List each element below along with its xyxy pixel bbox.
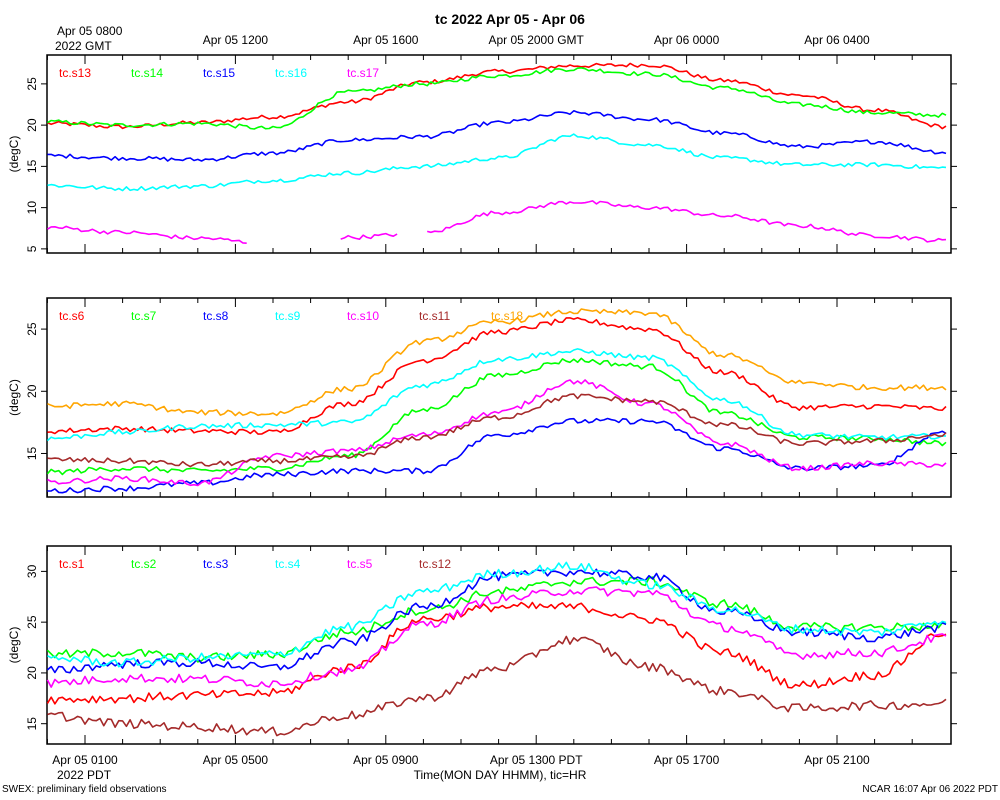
series-line-tc.s5: [46, 586, 947, 688]
top-axis-first-sub: 2022 GMT: [55, 39, 112, 53]
y-tick-label: 20: [25, 118, 39, 132]
series-line-tc.s13: [47, 62, 947, 130]
panels: 5 10 15 20 25 (degC) tc.s13 tc.s14 tc.s15 tc.s16 t…: [7, 54, 957, 745]
top-axis-label: Apr 06 0000: [654, 33, 720, 47]
series-line-tc.s7: [46, 357, 947, 476]
bottom-axis-label: Apr 05 1700: [654, 753, 720, 767]
chart-panel-1: 5 10 15 20 25 (degC) tc.s13 tc.s14 tc.s15 tc.s16 t…: [7, 54, 957, 254]
legend-label-tc.s12: tc.s12: [419, 557, 451, 571]
legend-label-tc.s10: tc.s10: [347, 309, 379, 323]
series-line-tc.s11: [47, 393, 947, 468]
legend-label-tc.s14: tc.s14: [131, 66, 163, 80]
top-axis-label: Apr 05 2000 GMT: [489, 33, 585, 47]
series-line-tc.s2: [46, 576, 947, 663]
series-line-tc.s4: [47, 561, 947, 668]
legend-label-tc.s5: tc.s5: [347, 557, 373, 571]
legend-label-tc.s17: tc.s17: [347, 66, 379, 80]
footer-right: NCAR 16:07 Apr 06 2022 PDT: [862, 784, 998, 795]
bottom-axis-label: Apr 05 2100: [804, 753, 870, 767]
y-tick-label: 15: [25, 159, 39, 173]
top-axis-label: Apr 05 1200: [203, 33, 269, 47]
top-axis-first-label: Apr 05 0800: [57, 24, 123, 38]
series-line-tc.s6: [47, 317, 947, 436]
plot-frame: [46, 545, 952, 745]
series-line-tc.s17: [46, 200, 947, 244]
y-axis-label: (degC): [7, 379, 21, 416]
bottom-axis-label: Apr 05 0900: [353, 753, 419, 767]
legend-label-tc.s2: tc.s2: [131, 557, 157, 571]
y-tick-label: 25: [25, 322, 39, 336]
top-axis-label: Apr 05 1600: [353, 33, 419, 47]
y-tick-label: 5: [25, 245, 39, 252]
legend-label-tc.s7: tc.s7: [131, 309, 157, 323]
x-axis-caption: Time(MON DAY HHMM), tic=HR: [414, 768, 587, 782]
chart-panel-2: 15 20 25 (degC) tc.s6 tc.s7 tc.s8 tc.s9 tc.s10 tc…: [7, 297, 957, 498]
footer-left: SWEX: preliminary field observations: [2, 784, 167, 795]
series-line-tc.s10: [47, 379, 947, 487]
chart-title: tc 2022 Apr 05 - Apr 06: [435, 11, 585, 27]
y-tick-label: 30: [25, 564, 39, 578]
legend-label-tc.s3: tc.s3: [203, 557, 229, 571]
legend-label-tc.s13: tc.s13: [59, 66, 91, 80]
top-axis-label: Apr 06 0400: [804, 33, 870, 47]
series-line-tc.s15: [47, 110, 947, 162]
legend-label-tc.s18: tc.s18: [491, 309, 523, 323]
bottom-axis-label: Apr 05 0500: [203, 753, 269, 767]
legend-label-tc.s15: tc.s15: [203, 66, 235, 80]
y-axis-label: (degC): [7, 627, 21, 664]
y-tick-label: 15: [25, 446, 39, 460]
legend-label-tc.s9: tc.s9: [275, 309, 301, 323]
bottom-axis-sub-label: 2022 PDT: [57, 768, 112, 782]
y-tick-label: 20: [25, 666, 39, 680]
y-tick-label: 25: [25, 77, 39, 91]
legend-label-tc.s4: tc.s4: [275, 557, 301, 571]
series-line-tc.s14: [46, 67, 947, 130]
y-axis-label: (degC): [7, 136, 21, 173]
legend-label-tc.s16: tc.s16: [275, 66, 307, 80]
y-tick-label: 15: [25, 717, 39, 731]
legend-label-tc.s8: tc.s8: [203, 309, 229, 323]
series-line-tc.s9: [46, 348, 947, 442]
series-line-tc.s8: [47, 417, 947, 494]
bottom-axis-label: Apr 05 0100: [52, 753, 118, 767]
series-line-tc.s18: [47, 308, 947, 417]
legend-label-tc.s1: tc.s1: [59, 557, 85, 571]
y-tick-label: 20: [25, 384, 39, 398]
bottom-axis-label: Apr 05 1300 PDT: [490, 753, 583, 767]
series-line-tc.s12: [47, 635, 947, 737]
plot-frame: [46, 54, 952, 254]
y-tick-label: 25: [25, 615, 39, 629]
series-line-tc.s16: [47, 133, 947, 192]
chart-panel-3: 15 20 25 30 (degC) tc.s1 tc.s2 tc.s3 tc.s4 tc.s5 t…: [7, 545, 957, 745]
y-tick-label: 10: [25, 201, 39, 215]
series-line-tc.s1: [46, 601, 947, 705]
legend-label-tc.s11: tc.s11: [419, 309, 450, 323]
legend-label-tc.s6: tc.s6: [59, 309, 85, 323]
